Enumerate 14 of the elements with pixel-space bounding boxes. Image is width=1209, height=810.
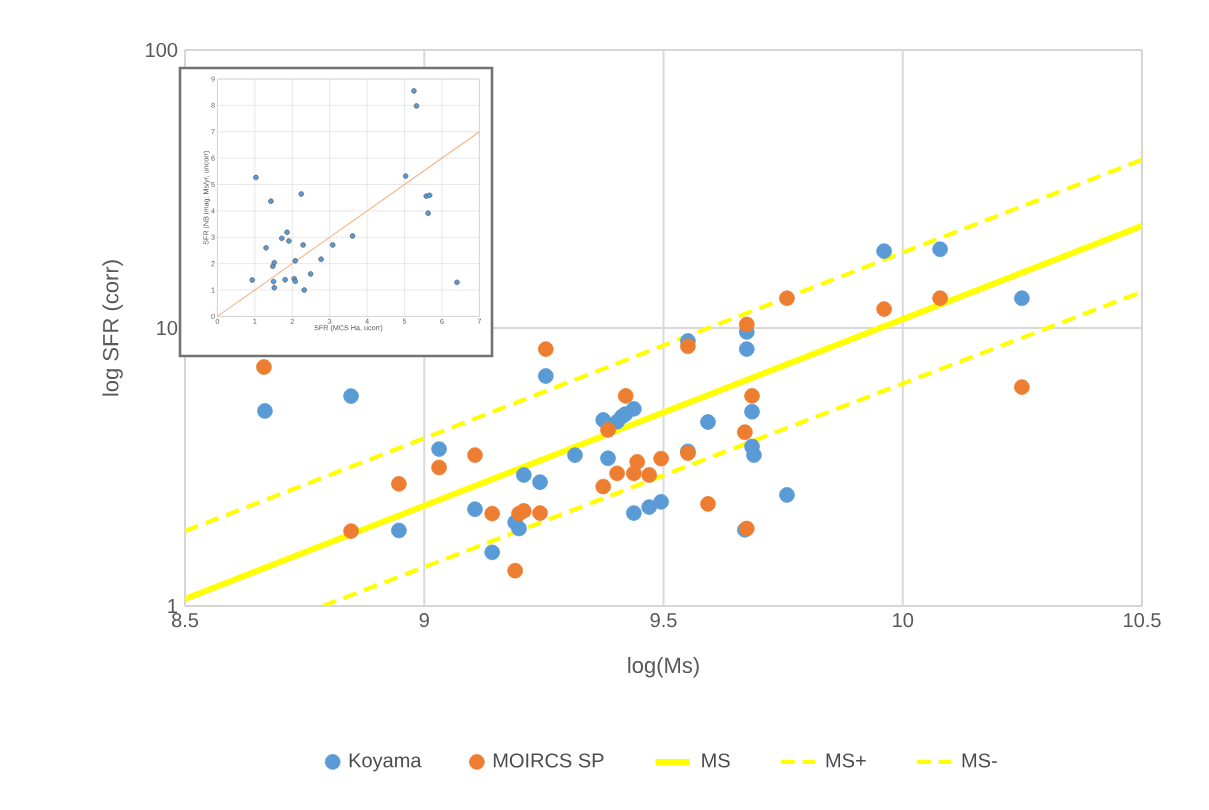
x-tick-label: 10.5 [1124,613,1161,628]
x-tick-label: 8.5 [171,613,199,628]
x-tick-label: 9.5 [650,613,677,628]
legend-label: MS- [962,753,997,768]
x-tick-label: 10 [893,613,914,628]
legend-label: MOIRCS SP [493,753,604,768]
x-tick-label: 9 [419,613,429,628]
legend-label: MS [702,753,730,768]
y-axis-title: log SFR (corr) [102,260,123,396]
x-axis-title: log(Ms) [628,656,699,678]
y-tick-label: 100 [146,42,178,58]
legend-label: Koyama [349,753,422,772]
legend-label: MS+ [826,753,866,768]
y-tick-label: 1 [168,599,177,613]
